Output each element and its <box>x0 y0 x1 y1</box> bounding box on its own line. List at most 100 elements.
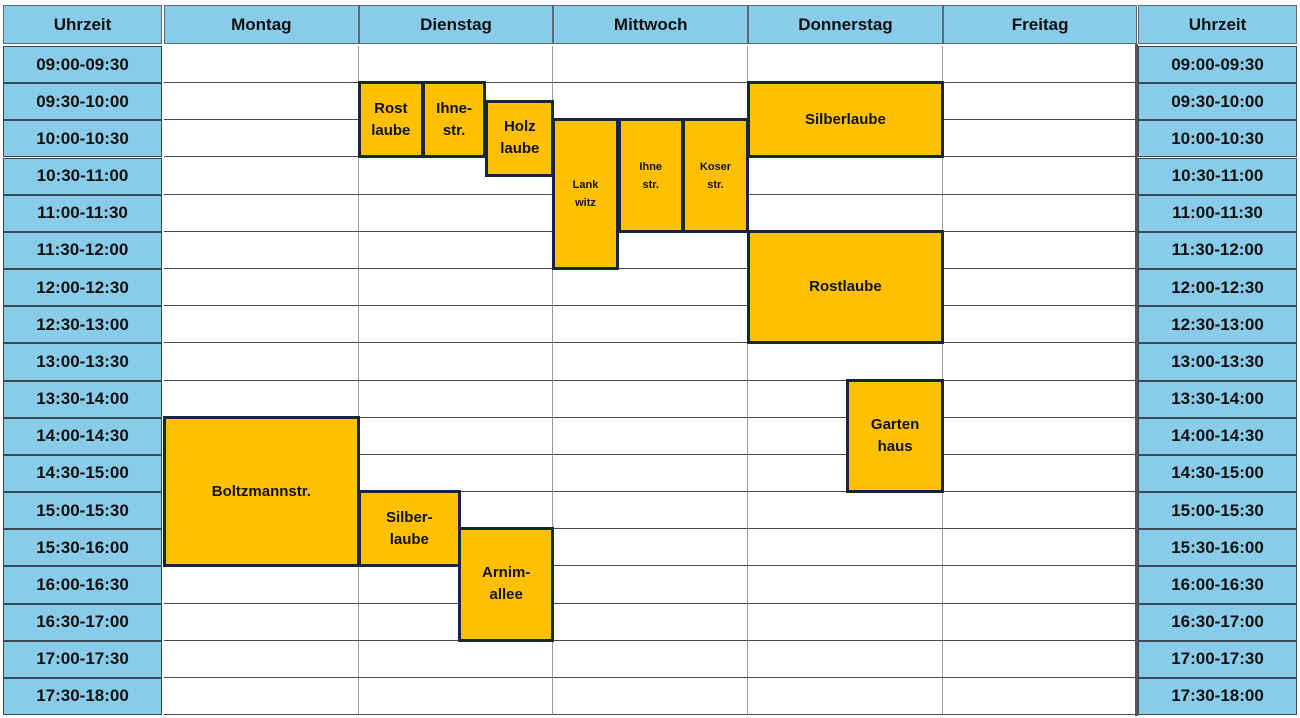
slot-dienstag[interactable] <box>358 380 554 418</box>
slot-mittwoch[interactable] <box>553 46 749 84</box>
time-label-right: 12:00-12:30 <box>1138 269 1297 307</box>
slot-montag[interactable] <box>164 677 359 716</box>
slot-montag[interactable] <box>164 566 359 604</box>
event-block[interactable]: Holz laube <box>485 99 555 178</box>
slot-montag[interactable] <box>164 194 359 232</box>
slot-montag[interactable] <box>164 343 359 381</box>
slot-mittwoch[interactable] <box>553 343 749 381</box>
time-label-right: 13:30-14:00 <box>1138 380 1297 418</box>
slot-mittwoch[interactable] <box>553 492 749 530</box>
event-block[interactable]: Silberlaube <box>747 81 944 159</box>
column-divider <box>1135 44 1138 716</box>
time-label-left: 09:30-10:00 <box>3 83 162 121</box>
event-block[interactable]: Koser str. <box>681 118 750 233</box>
slot-dienstag[interactable] <box>358 306 554 344</box>
slot-donnerstag[interactable] <box>748 603 943 641</box>
event-block[interactable]: Lank witz <box>552 118 619 270</box>
slot-mittwoch[interactable] <box>553 529 749 567</box>
slot-mittwoch[interactable] <box>553 454 749 493</box>
slot-donnerstag[interactable] <box>748 566 943 604</box>
time-label-left: 16:30-17:00 <box>3 603 162 641</box>
event-block[interactable]: Silber- laube <box>357 490 461 568</box>
event-block[interactable]: Ihne- str. <box>421 81 487 159</box>
slot-freitag[interactable] <box>942 46 1138 84</box>
slot-freitag[interactable] <box>942 269 1138 307</box>
slot-montag[interactable] <box>164 306 359 344</box>
slot-freitag[interactable] <box>942 566 1138 604</box>
slot-montag[interactable] <box>164 269 359 307</box>
time-label-right: 10:30-11:00 <box>1138 157 1297 195</box>
event-block[interactable]: Ihne str. <box>617 118 684 233</box>
slot-freitag[interactable] <box>942 194 1138 232</box>
event-block[interactable]: Rost laube <box>357 81 424 159</box>
slot-dienstag[interactable] <box>358 46 554 84</box>
slot-freitag[interactable] <box>942 120 1138 158</box>
header-day-mittwoch: Mittwoch <box>553 5 749 44</box>
time-label-right: 15:30-16:00 <box>1138 529 1297 567</box>
slot-freitag[interactable] <box>942 640 1138 678</box>
header-day-freitag: Freitag <box>942 5 1138 44</box>
header-day-donnerstag: Donnerstag <box>748 5 943 44</box>
slot-montag[interactable] <box>164 231 359 269</box>
slot-dienstag[interactable] <box>358 231 554 269</box>
slot-montag[interactable] <box>164 380 359 418</box>
slot-freitag[interactable] <box>942 157 1138 195</box>
slot-dienstag[interactable] <box>358 454 554 493</box>
time-label-left: 10:30-11:00 <box>3 157 162 195</box>
slot-montag[interactable] <box>164 120 359 158</box>
slot-freitag[interactable] <box>942 83 1138 121</box>
slot-donnerstag[interactable] <box>748 343 943 381</box>
time-label-left: 14:30-15:00 <box>3 454 162 493</box>
time-label-left: 11:00-11:30 <box>3 194 162 232</box>
event-block[interactable]: Arnim- allee <box>457 527 555 642</box>
slot-freitag[interactable] <box>942 231 1138 269</box>
slot-freitag[interactable] <box>942 380 1138 418</box>
slot-dienstag[interactable] <box>358 343 554 381</box>
slot-mittwoch[interactable] <box>553 566 749 604</box>
time-label-left: 09:00-09:30 <box>3 46 162 84</box>
slot-mittwoch[interactable] <box>553 417 749 455</box>
time-label-left: 17:30-18:00 <box>3 677 162 716</box>
time-label-left: 12:30-13:00 <box>3 306 162 344</box>
slot-montag[interactable] <box>164 157 359 195</box>
slot-dienstag[interactable] <box>358 269 554 307</box>
slot-mittwoch[interactable] <box>553 677 749 716</box>
slot-freitag[interactable] <box>942 454 1138 493</box>
event-block[interactable]: Garten haus <box>846 378 944 494</box>
slot-mittwoch[interactable] <box>553 380 749 418</box>
time-label-right: 11:00-11:30 <box>1138 194 1297 232</box>
slot-freitag[interactable] <box>942 306 1138 344</box>
slot-freitag[interactable] <box>942 529 1138 567</box>
slot-montag[interactable] <box>164 83 359 121</box>
slot-montag[interactable] <box>164 46 359 84</box>
time-label-left: 17:00-17:30 <box>3 640 162 678</box>
slot-freitag[interactable] <box>942 343 1138 381</box>
slot-montag[interactable] <box>164 640 359 678</box>
slot-donnerstag[interactable] <box>748 46 943 84</box>
header-uhrzeit-right: Uhrzeit <box>1138 5 1297 44</box>
slot-donnerstag[interactable] <box>748 194 943 232</box>
slot-freitag[interactable] <box>942 417 1138 455</box>
slot-dienstag[interactable] <box>358 194 554 232</box>
slot-donnerstag[interactable] <box>748 492 943 530</box>
slot-mittwoch[interactable] <box>553 83 749 121</box>
slot-mittwoch[interactable] <box>553 306 749 344</box>
slot-freitag[interactable] <box>942 603 1138 641</box>
slot-mittwoch[interactable] <box>553 603 749 641</box>
slot-dienstag[interactable] <box>358 677 554 716</box>
header-day-montag: Montag <box>164 5 359 44</box>
slot-freitag[interactable] <box>942 492 1138 530</box>
slot-mittwoch[interactable] <box>553 269 749 307</box>
slot-montag[interactable] <box>164 603 359 641</box>
slot-donnerstag[interactable] <box>748 157 943 195</box>
event-block[interactable]: Boltzmannstr. <box>163 415 360 568</box>
event-block[interactable]: Rostlaube <box>747 229 944 345</box>
slot-dienstag[interactable] <box>358 640 554 678</box>
slot-dienstag[interactable] <box>358 417 554 455</box>
slot-donnerstag[interactable] <box>748 640 943 678</box>
slot-donnerstag[interactable] <box>748 677 943 716</box>
slot-donnerstag[interactable] <box>748 529 943 567</box>
slot-mittwoch[interactable] <box>553 640 749 678</box>
slot-freitag[interactable] <box>942 677 1138 716</box>
time-label-left: 12:00-12:30 <box>3 269 162 307</box>
